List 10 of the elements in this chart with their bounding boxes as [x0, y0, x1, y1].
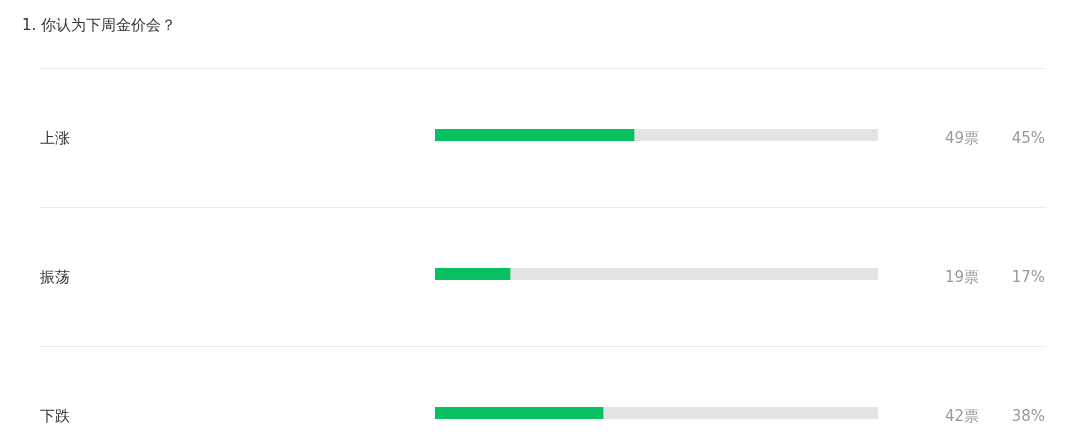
text: 42票	[944, 406, 979, 425]
data-label: 38%	[1011, 406, 1045, 425]
title: 1. 你认为下周金价会？	[22, 16, 177, 34]
data-label: 45%	[1011, 128, 1045, 147]
text: 19票	[944, 267, 979, 286]
data-label: 17%	[1011, 267, 1045, 286]
y-tick-label: 下跌	[40, 406, 70, 425]
y-tick-label: 上涨	[40, 128, 70, 147]
text: 49票	[944, 128, 979, 147]
y-tick-label: 振荡	[40, 267, 70, 286]
